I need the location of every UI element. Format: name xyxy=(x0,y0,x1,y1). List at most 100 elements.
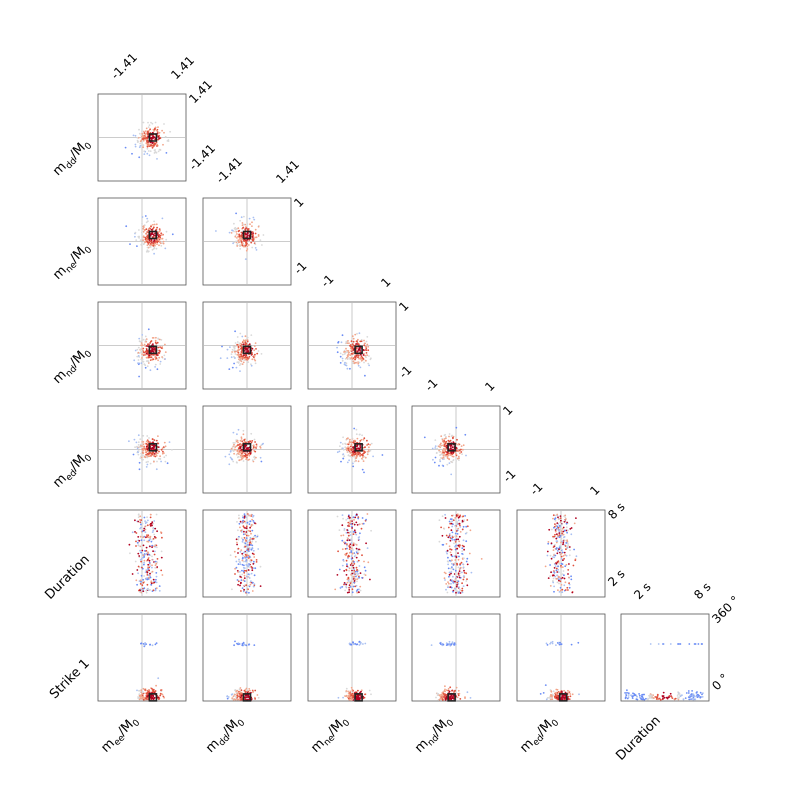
sample-point xyxy=(155,544,158,547)
sample-point xyxy=(355,547,358,550)
sample-point xyxy=(135,545,137,547)
sample-point xyxy=(132,134,135,137)
sample-point xyxy=(552,546,555,548)
sample-point xyxy=(349,520,352,522)
sample-point xyxy=(144,689,147,691)
sample-point xyxy=(356,342,359,344)
sample-point xyxy=(239,563,242,566)
sample-point xyxy=(352,585,355,588)
sample-point xyxy=(255,456,257,459)
sample-point xyxy=(149,565,151,567)
sample-point xyxy=(458,459,460,461)
sample-point xyxy=(555,695,557,698)
sample-point xyxy=(344,350,346,353)
sample-point xyxy=(447,454,450,457)
sample-point xyxy=(348,551,351,554)
sample-point xyxy=(442,449,444,452)
sample-point xyxy=(244,694,247,697)
sample-point xyxy=(237,351,240,354)
sample-point xyxy=(458,522,461,525)
sample-point xyxy=(339,445,341,448)
sample-point xyxy=(151,353,154,356)
sample-point xyxy=(152,527,154,530)
sample-point xyxy=(353,456,355,458)
sample-point xyxy=(569,528,572,530)
sample-point xyxy=(154,127,156,130)
sample-point xyxy=(150,340,152,343)
sample-point xyxy=(243,350,246,352)
sample-point xyxy=(142,338,145,341)
sample-point xyxy=(146,147,149,150)
sample-point xyxy=(563,584,566,587)
sample-point xyxy=(239,691,242,693)
sample-point xyxy=(357,569,360,572)
sample-point xyxy=(554,565,557,567)
sample-point xyxy=(140,560,143,563)
sample-point xyxy=(445,644,448,646)
sample-point xyxy=(480,558,483,560)
sample-point xyxy=(651,695,653,697)
sample-point xyxy=(348,448,351,450)
sample-point xyxy=(555,569,558,572)
sample-point xyxy=(147,452,150,455)
sample-point xyxy=(143,563,145,566)
sample-point xyxy=(143,229,146,232)
sample-point xyxy=(436,447,438,450)
sample-point xyxy=(129,243,131,246)
sample-point xyxy=(237,643,240,646)
sample-point xyxy=(355,513,358,516)
sample-point xyxy=(558,546,561,549)
sample-point xyxy=(238,517,241,519)
sample-point xyxy=(662,695,665,697)
sample-point xyxy=(142,144,145,147)
sample-point xyxy=(554,533,556,536)
sample-point xyxy=(453,555,456,558)
sample-point xyxy=(239,447,242,449)
sample-point xyxy=(553,567,556,569)
sample-point xyxy=(250,334,253,336)
sample-point xyxy=(357,551,360,554)
sample-point xyxy=(139,558,142,561)
sample-point xyxy=(149,516,152,519)
sample-point xyxy=(434,445,437,447)
sample-point xyxy=(254,362,257,365)
sample-point xyxy=(694,695,696,698)
sample-point xyxy=(243,689,246,692)
sample-point xyxy=(234,640,236,643)
sample-point xyxy=(253,438,256,441)
sample-point xyxy=(572,564,575,567)
sample-point xyxy=(659,698,662,701)
sample-point xyxy=(562,559,564,562)
sample-point xyxy=(544,684,547,686)
sample-point xyxy=(145,127,148,130)
sample-point xyxy=(157,346,160,349)
sample-point xyxy=(242,525,245,528)
sample-point xyxy=(241,529,244,531)
sample-point xyxy=(232,431,235,434)
sample-point xyxy=(459,452,461,455)
panel-duration-vs-m_ne xyxy=(307,509,397,598)
sample-point xyxy=(160,556,163,559)
sample-point xyxy=(564,589,567,591)
sample-point xyxy=(157,696,160,699)
sample-point xyxy=(147,689,150,691)
sample-point xyxy=(450,452,453,454)
sample-point xyxy=(451,559,453,562)
sample-point xyxy=(456,438,458,441)
sample-point xyxy=(252,233,254,236)
sample-point xyxy=(455,530,458,532)
sample-point xyxy=(352,344,355,347)
sample-point xyxy=(445,435,447,438)
sample-point xyxy=(468,552,471,555)
sample-point xyxy=(245,441,247,444)
sample-point xyxy=(242,433,245,436)
sample-point xyxy=(249,440,251,443)
sample-point xyxy=(449,447,452,449)
sample-point xyxy=(163,696,166,699)
sample-point xyxy=(558,518,560,521)
sample-point xyxy=(349,354,352,356)
sample-point xyxy=(450,473,453,476)
sample-point xyxy=(539,693,542,695)
sample-point xyxy=(234,353,237,355)
sample-point xyxy=(154,240,157,243)
